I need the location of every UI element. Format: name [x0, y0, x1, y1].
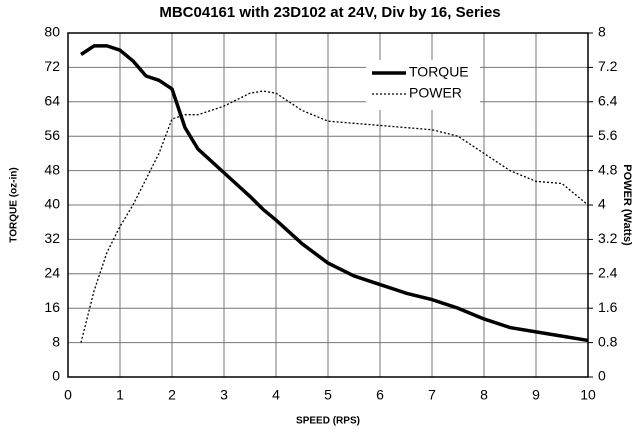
x-tick-label: 1	[116, 387, 124, 403]
y2-tick-label: 0.8	[598, 333, 618, 349]
y2-tick-label: 5.6	[598, 127, 618, 143]
x-tick-label: 3	[220, 387, 228, 403]
y2-tick-label: 6.4	[598, 93, 618, 109]
y-tick-label: 64	[44, 93, 60, 109]
y-tick-label: 8	[52, 333, 60, 349]
y2-tick-label: 1.6	[598, 299, 618, 315]
y-tick-label: 24	[44, 265, 60, 281]
x-tick-label: 5	[324, 387, 332, 403]
x-tick-label: 2	[168, 387, 176, 403]
y-tick-label: 48	[44, 161, 60, 177]
y2-tick-label: 3.2	[598, 230, 618, 246]
y-axis-label: TORQUE (oz-in)	[9, 167, 20, 242]
y2-tick-label: 8	[598, 24, 606, 40]
x-axis-label: SPEED (RPS)	[296, 416, 360, 427]
x-tick-label: 10	[580, 387, 596, 403]
y2-tick-label: 7.2	[598, 58, 618, 74]
y-tick-label: 72	[44, 58, 60, 74]
legend-label: POWER	[409, 85, 462, 101]
y2-tick-label: 0	[598, 368, 606, 384]
y-tick-label: 0	[52, 368, 60, 384]
y2-axis-label: POWER (Watts)	[621, 164, 633, 246]
x-tick-label: 4	[272, 387, 280, 403]
data-line	[80, 90, 589, 343]
x-tick-label: 0	[64, 387, 72, 403]
x-tick-label: 7	[428, 387, 436, 403]
x-tick-label: 6	[376, 387, 384, 403]
y-tick-label: 80	[44, 24, 60, 40]
data-line	[80, 44, 589, 343]
y-tick-label: 40	[44, 196, 60, 212]
x-tick-label: 9	[532, 387, 540, 403]
y-tick-label: 32	[44, 230, 60, 246]
legend-box	[366, 60, 480, 110]
y2-tick-label: 2.4	[598, 265, 618, 281]
y-tick-label: 56	[44, 127, 60, 143]
y2-tick-label: 4.8	[598, 161, 618, 177]
x-tick-label: 8	[480, 387, 488, 403]
y2-tick-label: 4	[598, 196, 606, 212]
y-tick-label: 16	[44, 299, 60, 315]
legend-label: TORQUE	[409, 64, 469, 80]
chart-title: MBC04161 with 23D102 at 24V, Div by 16, …	[159, 4, 500, 21]
